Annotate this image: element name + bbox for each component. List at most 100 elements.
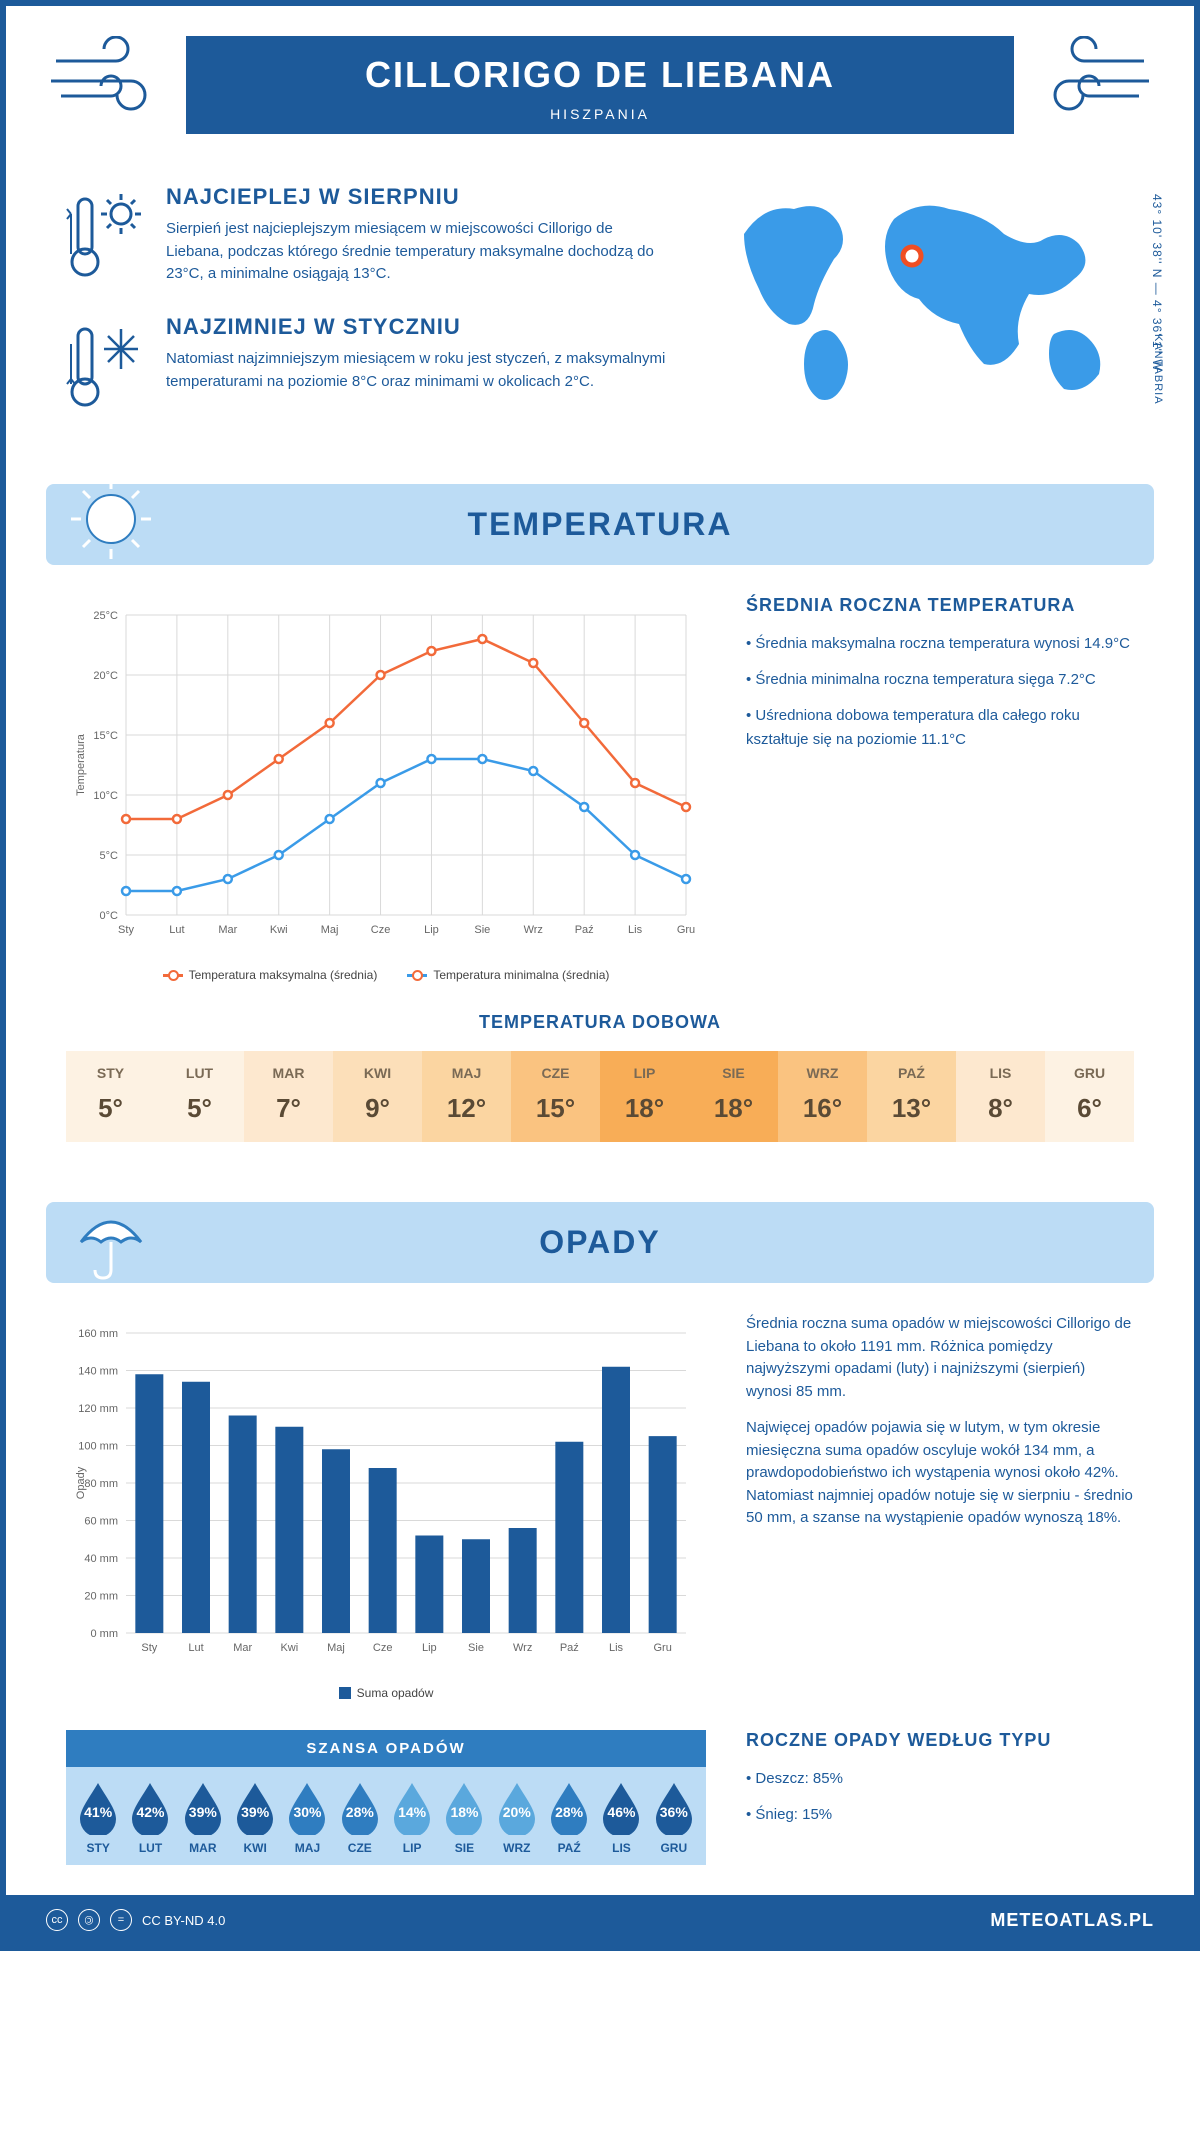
daily-temp-cell: PAŹ13° bbox=[867, 1051, 956, 1142]
precip-type-title: ROCZNE OPADY WEDŁUG TYPU bbox=[746, 1730, 1134, 1751]
svg-text:20°C: 20°C bbox=[93, 670, 118, 682]
rain-chance-cell: 39%MAR bbox=[177, 1781, 229, 1855]
svg-text:Sty: Sty bbox=[118, 924, 134, 936]
svg-text:Kwi: Kwi bbox=[270, 924, 288, 936]
precip-text-2: Najwięcej opadów pojawia się w lutym, w … bbox=[746, 1417, 1134, 1530]
rain-chance-cell: 28%PAŹ bbox=[543, 1781, 595, 1855]
svg-text:Lip: Lip bbox=[424, 924, 439, 936]
coldest-text: Natomiast najzimniejszym miesiącem w rok… bbox=[166, 348, 674, 393]
svg-text:15°C: 15°C bbox=[93, 730, 118, 742]
legend-max: Temperatura maksymalna (średnia) bbox=[189, 968, 378, 982]
rain-chance-cell: 36%GRU bbox=[648, 1781, 700, 1855]
svg-text:Sty: Sty bbox=[141, 1642, 157, 1654]
thermometer-sun-icon bbox=[66, 184, 146, 289]
svg-text:Gru: Gru bbox=[677, 924, 695, 936]
precip-type-item: Deszcz: 85% bbox=[746, 1767, 1134, 1791]
rain-chance-panel: SZANSA OPADÓW 41%STY42%LUT39%MAR39%KWI30… bbox=[66, 1730, 706, 1865]
rain-chance-cell: 41%STY bbox=[72, 1781, 124, 1855]
svg-text:25°C: 25°C bbox=[93, 610, 118, 622]
daily-temp-cell: GRU6° bbox=[1045, 1051, 1134, 1142]
svg-text:40 mm: 40 mm bbox=[84, 1553, 118, 1565]
thermometer-snowflake-icon bbox=[66, 314, 146, 419]
svg-text:5°C: 5°C bbox=[100, 850, 119, 862]
precip-types: ROCZNE OPADY WEDŁUG TYPU Deszcz: 85% Śnie… bbox=[746, 1730, 1134, 1865]
warmest-text: Sierpień jest najcieplejszym miesiącem w… bbox=[166, 218, 674, 286]
daily-temp-cell: MAJ12° bbox=[422, 1051, 511, 1142]
sun-icon bbox=[66, 474, 156, 564]
svg-text:60 mm: 60 mm bbox=[84, 1516, 118, 1528]
by-icon: 🄯 bbox=[78, 1909, 100, 1931]
daily-temp-cell: CZE15° bbox=[511, 1051, 600, 1142]
site-name: METEOATLAS.PL bbox=[990, 1910, 1154, 1931]
precip-text-1: Średnia roczna suma opadów w miejscowośc… bbox=[746, 1313, 1134, 1403]
page: CILLORIGO DE LIEBANA HISZPANIA NAJCIEPLE… bbox=[0, 0, 1200, 1951]
svg-text:Mar: Mar bbox=[218, 924, 237, 936]
svg-text:Lis: Lis bbox=[628, 924, 643, 936]
svg-text:Wrz: Wrz bbox=[524, 924, 543, 936]
svg-text:Lut: Lut bbox=[169, 924, 184, 936]
precipitation-banner: OPADY bbox=[46, 1202, 1154, 1283]
daily-temp-cell: STY5° bbox=[66, 1051, 155, 1142]
svg-text:0°C: 0°C bbox=[100, 910, 119, 922]
header: CILLORIGO DE LIEBANA HISZPANIA bbox=[6, 6, 1194, 154]
rain-chance-cell: 42%LUT bbox=[124, 1781, 176, 1855]
precipitation-text: Średnia roczna suma opadów w miejscowośc… bbox=[746, 1313, 1134, 1700]
daily-temp-cell: KWI9° bbox=[333, 1051, 422, 1142]
svg-text:Cze: Cze bbox=[371, 924, 391, 936]
precipitation-chart: 0 mm20 mm40 mm60 mm80 mm100 mm120 mm140 … bbox=[66, 1313, 706, 1700]
legend-precip: Suma opadów bbox=[357, 1686, 434, 1700]
footer: cc 🄯 = CC BY-ND 4.0 METEOATLAS.PL bbox=[6, 1895, 1194, 1945]
temp-stat-item: Uśredniona dobowa temperatura dla całego… bbox=[746, 704, 1134, 752]
daily-temp-cell: LIP18° bbox=[600, 1051, 689, 1142]
map-column: 43° 10' 38'' N — 4° 36' 1'' W KANTABRIA bbox=[714, 184, 1134, 444]
svg-text:20 mm: 20 mm bbox=[84, 1591, 118, 1603]
svg-text:Cze: Cze bbox=[373, 1642, 393, 1654]
temp-stat-item: Średnia maksymalna roczna temperatura wy… bbox=[746, 632, 1134, 656]
svg-text:160 mm: 160 mm bbox=[78, 1328, 118, 1340]
precipitation-legend: Suma opadów bbox=[66, 1686, 706, 1700]
daily-temp-cell: MAR7° bbox=[244, 1051, 333, 1142]
wind-icon bbox=[46, 36, 176, 116]
precip-type-item: Śnieg: 15% bbox=[746, 1803, 1134, 1827]
daily-temperature: TEMPERATURA DOBOWA STY5°LUT5°MAR7°KWI9°M… bbox=[6, 1012, 1194, 1182]
temperature-body: 0°C5°C10°C15°C20°C25°CStyLutMarKwiMajCze… bbox=[6, 565, 1194, 1012]
svg-text:Gru: Gru bbox=[653, 1642, 671, 1654]
svg-text:Lis: Lis bbox=[609, 1642, 624, 1654]
daily-temp-title: TEMPERATURA DOBOWA bbox=[66, 1012, 1134, 1033]
svg-text:Mar: Mar bbox=[233, 1642, 252, 1654]
svg-text:80 mm: 80 mm bbox=[84, 1478, 118, 1490]
warmest-block: NAJCIEPLEJ W SIERPNIU Sierpień jest najc… bbox=[66, 184, 674, 289]
precipitation-title: OPADY bbox=[76, 1224, 1124, 1261]
precipitation-body: 0 mm20 mm40 mm60 mm80 mm100 mm120 mm140 … bbox=[6, 1283, 1194, 1730]
daily-temp-cell: LUT5° bbox=[155, 1051, 244, 1142]
rain-chance-row: SZANSA OPADÓW 41%STY42%LUT39%MAR39%KWI30… bbox=[6, 1730, 1194, 1895]
svg-text:Sie: Sie bbox=[474, 924, 490, 936]
rain-chance-cell: 46%LIS bbox=[595, 1781, 647, 1855]
intro-section: NAJCIEPLEJ W SIERPNIU Sierpień jest najc… bbox=[6, 154, 1194, 464]
rain-chance-cell: 20%WRZ bbox=[491, 1781, 543, 1855]
page-title: CILLORIGO DE LIEBANA bbox=[206, 54, 994, 96]
svg-text:120 mm: 120 mm bbox=[78, 1403, 118, 1415]
country-subtitle: HISZPANIA bbox=[206, 106, 994, 122]
legend-min: Temperatura minimalna (średnia) bbox=[433, 968, 609, 982]
svg-text:Opady: Opady bbox=[75, 1466, 87, 1499]
intro-text-column: NAJCIEPLEJ W SIERPNIU Sierpień jest najc… bbox=[66, 184, 674, 444]
coldest-block: NAJZIMNIEJ W STYCZNIU Natomiast najzimni… bbox=[66, 314, 674, 419]
temperature-chart: 0°C5°C10°C15°C20°C25°CStyLutMarKwiMajCze… bbox=[66, 595, 706, 982]
rain-chance-title: SZANSA OPADÓW bbox=[66, 1730, 706, 1767]
rain-chance-cell: 30%MAJ bbox=[281, 1781, 333, 1855]
warmest-title: NAJCIEPLEJ W SIERPNIU bbox=[166, 184, 674, 210]
rain-chance-cell: 18%SIE bbox=[438, 1781, 490, 1855]
svg-text:Kwi: Kwi bbox=[280, 1642, 298, 1654]
svg-text:Maj: Maj bbox=[327, 1642, 345, 1654]
svg-text:140 mm: 140 mm bbox=[78, 1366, 118, 1378]
svg-text:100 mm: 100 mm bbox=[78, 1441, 118, 1453]
svg-text:Paź: Paź bbox=[560, 1642, 579, 1654]
rain-chance-cell: 14%LIP bbox=[386, 1781, 438, 1855]
daily-temp-cell: SIE18° bbox=[689, 1051, 778, 1142]
svg-text:Temperatura: Temperatura bbox=[75, 733, 87, 796]
world-map-icon bbox=[714, 184, 1134, 404]
umbrella-icon bbox=[66, 1192, 156, 1282]
license: cc 🄯 = CC BY-ND 4.0 bbox=[46, 1909, 225, 1931]
temperature-title: TEMPERATURA bbox=[76, 506, 1124, 543]
